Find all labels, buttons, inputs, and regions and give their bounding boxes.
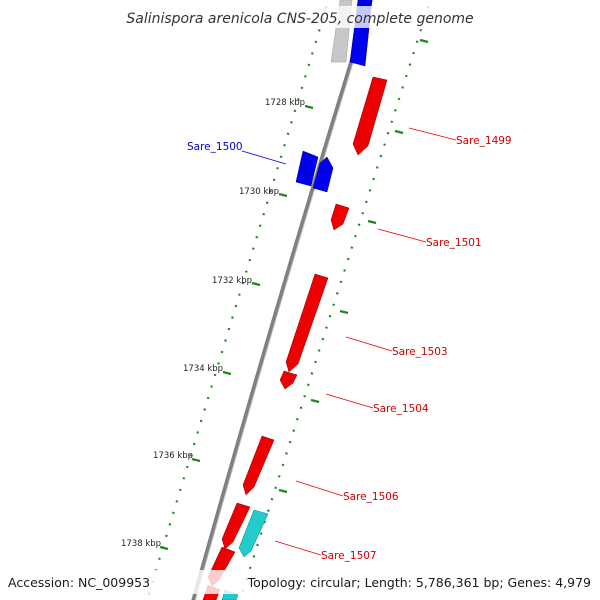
- gene-arrow[interactable]: [242, 435, 275, 496]
- callout-line: [274, 540, 322, 556]
- gene-arrow[interactable]: [312, 156, 334, 193]
- tick-label: 1734 kbp: [183, 364, 223, 374]
- callout-line: [295, 480, 344, 497]
- tick-label: 1730 kbp: [239, 187, 279, 197]
- gene-label[interactable]: Sare_1503: [392, 346, 448, 358]
- tick-labels: 1728 kbp 1730 kbp 1732 kbp 1734 kbp 1736…: [121, 98, 305, 549]
- genome-backbone-highlight: [194, 0, 373, 600]
- gene-arrow[interactable]: [238, 509, 269, 558]
- title-backdrop: [125, 6, 475, 28]
- footer-backdrop: [0, 570, 600, 594]
- gene-labels: Sare_1500 Sare_1499 Sare_1501 Sare_1503 …: [187, 135, 512, 562]
- gene-arrow[interactable]: [279, 370, 298, 390]
- callout-lines: [241, 127, 457, 556]
- gene-arrow[interactable]: [295, 150, 319, 187]
- inner-major-tick: [310, 398, 320, 404]
- major-tick: [222, 370, 232, 376]
- major-tick: [278, 192, 288, 198]
- inner-major-ticks: [278, 38, 429, 494]
- gene-label[interactable]: Sare_1499: [456, 135, 512, 147]
- major-tick: [159, 545, 169, 551]
- reverse-strand-genes: [202, 76, 388, 600]
- inner-major-tick: [278, 488, 288, 494]
- gene-label[interactable]: Sare_1506: [343, 491, 399, 503]
- topology-text: Topology: circular; Length: 5,786,361 bp…: [247, 575, 591, 590]
- inner-major-tick: [419, 38, 429, 44]
- forward-strand-genes: [295, 0, 373, 193]
- gene-arrow[interactable]: [352, 76, 388, 156]
- callout-line: [241, 150, 287, 165]
- tick-label: 1732 kbp: [212, 276, 252, 286]
- gene-arrow[interactable]: [221, 502, 251, 550]
- gene-label[interactable]: Sare_1507: [321, 550, 377, 562]
- accession-text: Accession: NC_009953: [8, 575, 150, 590]
- gene-label[interactable]: Sare_1501: [426, 237, 482, 249]
- inner-tick-track: [238, 0, 432, 600]
- gene-arrow[interactable]: [330, 203, 350, 231]
- callout-line: [325, 393, 374, 409]
- tick-label: 1736 kbp: [153, 451, 193, 461]
- tick-label: 1728 kbp: [265, 98, 305, 108]
- callout-line: [408, 127, 457, 141]
- gene-label[interactable]: Sare_1504: [373, 403, 429, 415]
- major-ticks: [159, 104, 314, 551]
- major-tick: [191, 457, 201, 463]
- major-tick: [251, 281, 261, 287]
- tick-label: 1738 kbp: [121, 539, 161, 549]
- gene-label[interactable]: Sare_1500: [187, 141, 243, 153]
- genome-backbone: [191, 0, 373, 600]
- major-tick: [304, 104, 314, 110]
- inner-major-tick: [367, 219, 377, 225]
- gene-arrow[interactable]: [285, 273, 329, 373]
- inner-major-tick: [394, 129, 404, 135]
- inner-major-tick: [339, 309, 349, 315]
- callout-line: [377, 228, 427, 243]
- map-title: Salinispora arenicola CNS-205, complete …: [126, 11, 473, 27]
- callout-line: [345, 336, 393, 352]
